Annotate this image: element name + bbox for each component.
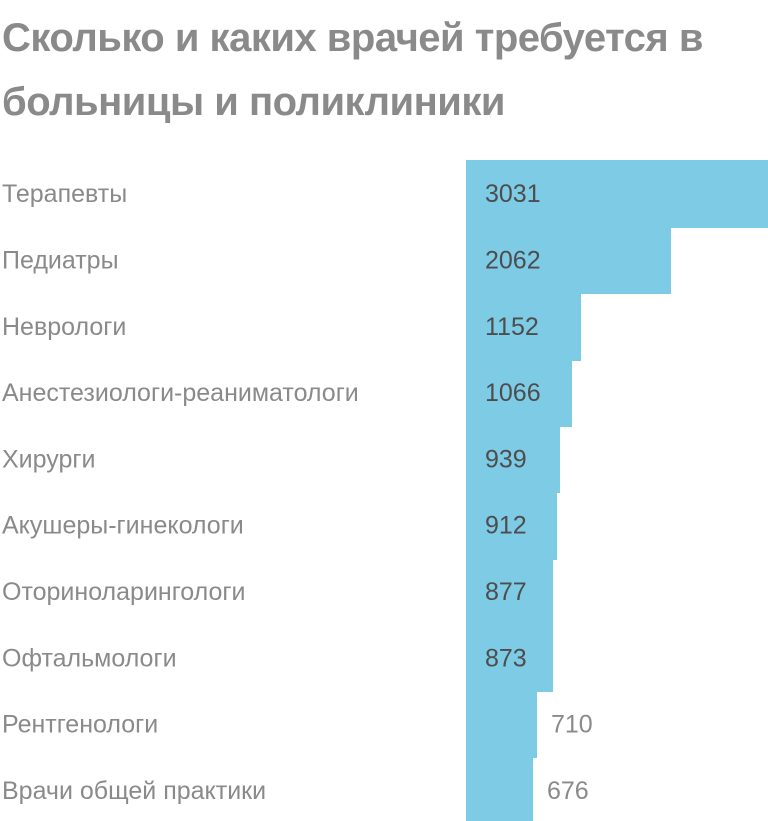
category-label-2: Неврологи [2, 313, 126, 341]
bar-5 [466, 492, 557, 560]
category-label-9: Врачи общей практики [2, 777, 266, 805]
value-label-7: 873 [485, 644, 527, 672]
category-label-5: Акушеры-гинекологи [2, 512, 244, 540]
value-label-2: 1152 [485, 313, 539, 341]
category-label-0: Терапевты [2, 180, 127, 208]
value-label-0: 3031 [485, 180, 541, 208]
bar-6 [466, 558, 553, 626]
value-label-8: 710 [551, 711, 593, 739]
bar-7 [466, 624, 553, 692]
category-label-1: Педиатры [2, 246, 119, 274]
bar-8 [466, 690, 537, 758]
bar-4 [466, 425, 560, 493]
category-label-6: Оториноларингологи [2, 578, 246, 606]
value-label-4: 939 [485, 445, 527, 473]
bar-3 [466, 359, 572, 427]
bar-2 [466, 293, 581, 361]
chart-title: Сколько и каких врачей требуется в больн… [2, 16, 703, 124]
bar-9 [466, 757, 533, 821]
value-label-6: 877 [485, 578, 527, 606]
bar-1 [466, 226, 671, 294]
category-label-8: Рентгенологи [2, 711, 158, 739]
value-label-3: 1066 [485, 379, 541, 407]
value-label-9: 676 [547, 777, 589, 805]
category-label-7: Офтальмологи [2, 644, 177, 672]
bar-0 [466, 160, 768, 228]
category-label-3: Анестезиологи-реаниматологи [2, 379, 359, 407]
category-label-4: Хирурги [2, 445, 95, 473]
value-label-1: 2062 [485, 246, 541, 274]
value-label-5: 912 [485, 512, 527, 540]
